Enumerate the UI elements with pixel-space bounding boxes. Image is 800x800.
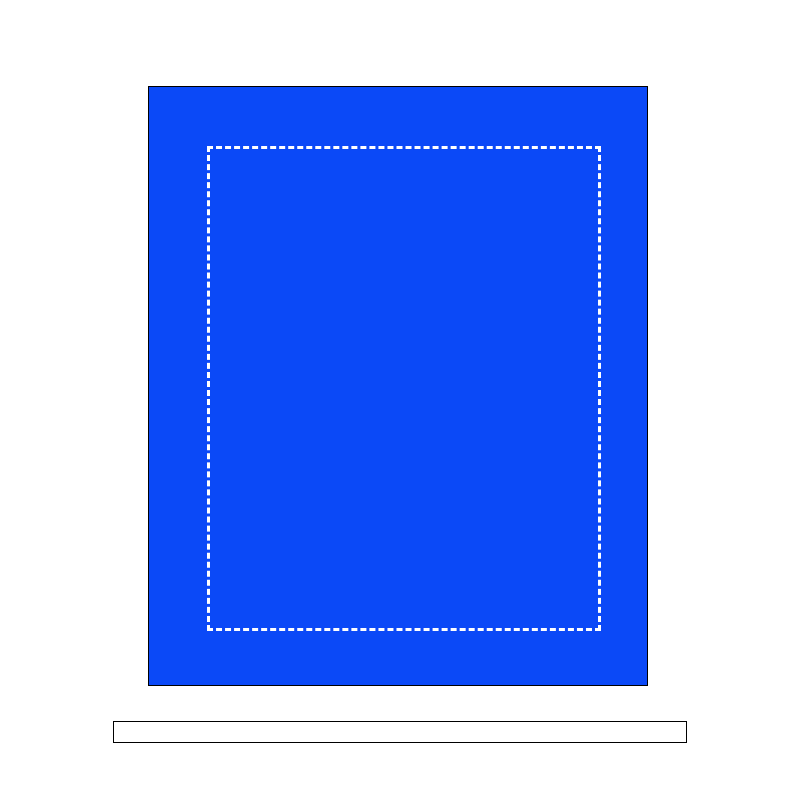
terrain-heatmap-canvas <box>149 87 647 685</box>
title-block <box>0 6 800 11</box>
colorbar-container <box>113 721 687 743</box>
map-plot-area[interactable] <box>148 86 648 686</box>
colorbar[interactable] <box>113 721 687 743</box>
inner-domain-box <box>207 146 601 631</box>
